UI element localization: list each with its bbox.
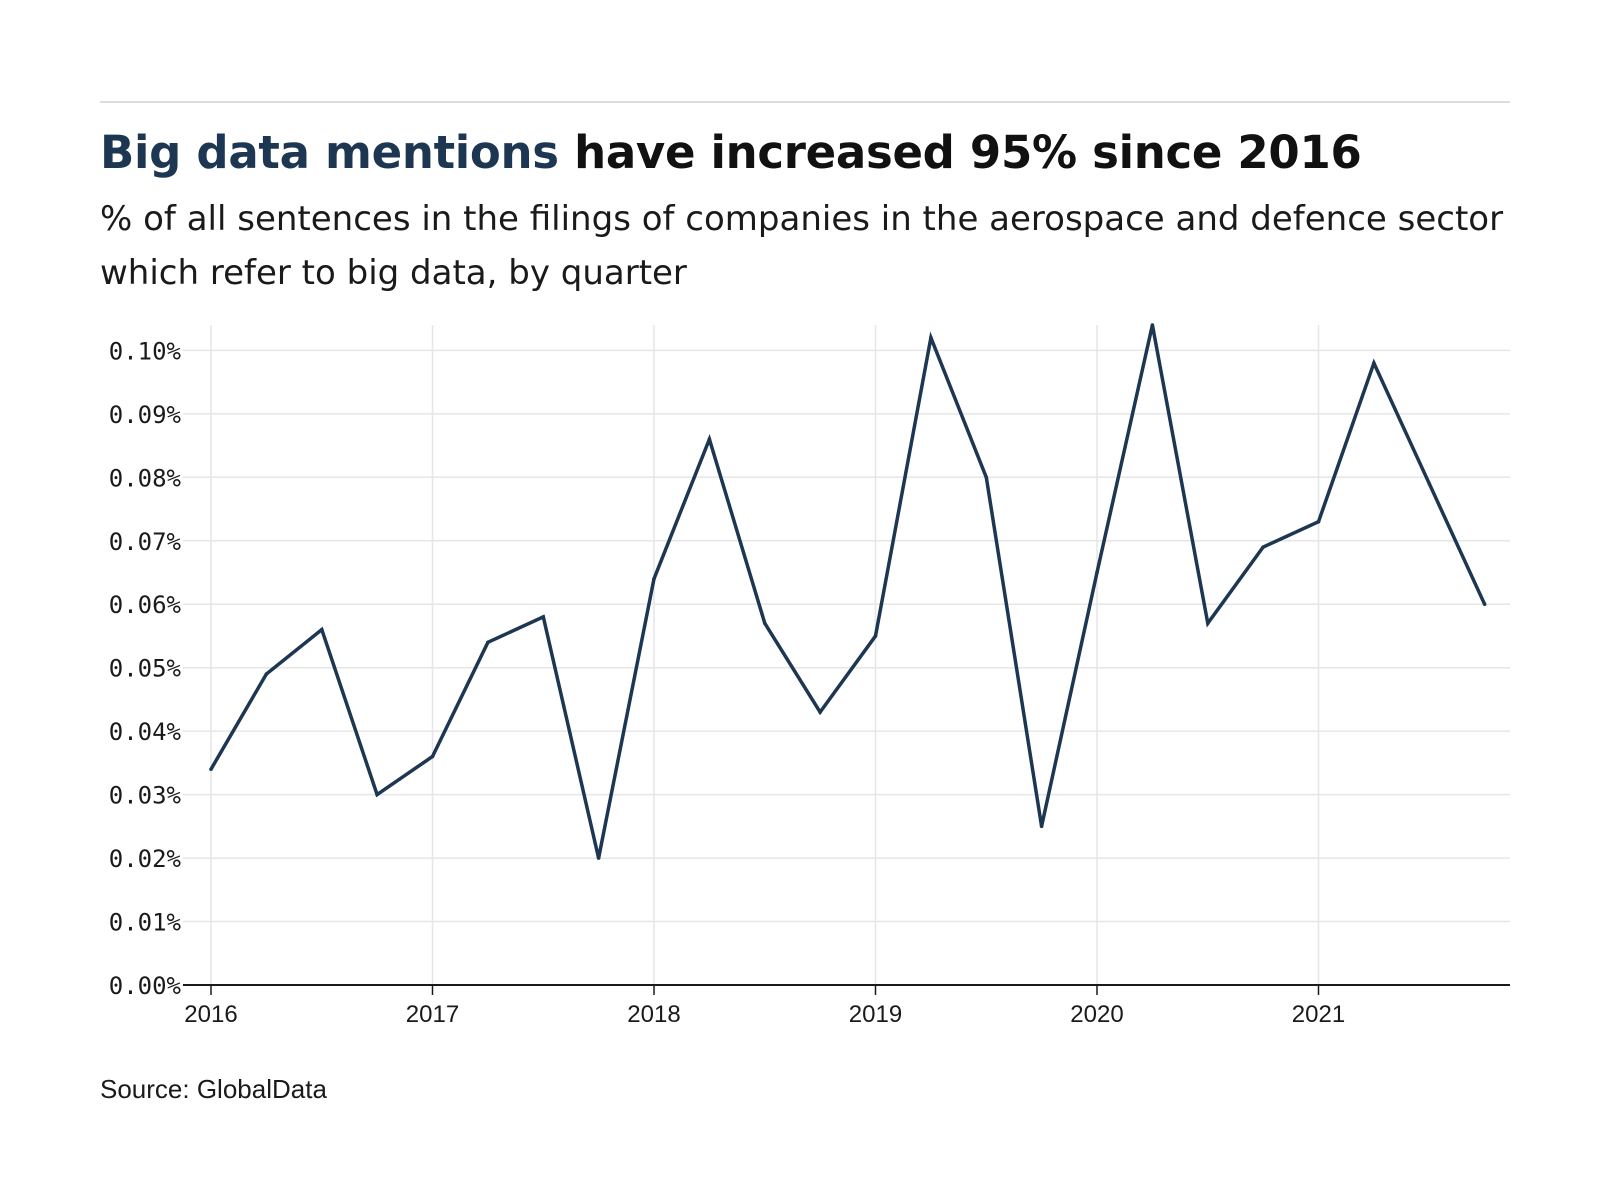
data-point (486, 640, 490, 645)
data-point (319, 627, 324, 632)
x-tick-label: 2018 (627, 1001, 680, 1028)
data-point (1427, 481, 1432, 486)
y-tick-label: 0.01% (109, 909, 182, 937)
data-point (1482, 602, 1487, 607)
series-line (209, 324, 1487, 859)
data-point (873, 634, 878, 638)
data-point (1316, 519, 1321, 524)
x-tick-label: 2020 (1070, 1001, 1123, 1028)
data-point (1150, 323, 1155, 327)
source-note: Source: GlobalData (100, 1074, 327, 1104)
y-tick-label: 0.07% (109, 528, 182, 556)
data-point (818, 710, 822, 714)
data-point (1205, 621, 1210, 626)
x-tick-label: 2016 (184, 1001, 237, 1028)
data-point (652, 577, 656, 581)
data-point (929, 335, 933, 340)
title-highlight: Big data mentions (100, 126, 559, 179)
page-title: Big data mentions have increased 95% sin… (100, 120, 1362, 186)
y-tick-label: 0.03% (109, 782, 182, 810)
data-point (264, 672, 269, 676)
y-tick-label: 0.04% (109, 718, 182, 746)
x-tick-label: 2021 (1292, 1001, 1345, 1028)
data-point (762, 621, 767, 626)
data-point (541, 615, 546, 619)
data-point (984, 475, 989, 480)
y-tick-label: 0.10% (109, 337, 182, 365)
data-point (209, 767, 213, 772)
x-tick-label: 2017 (406, 1001, 459, 1028)
data-point (375, 792, 379, 797)
data-point (707, 437, 712, 442)
data-point (1372, 361, 1376, 365)
y-tick-label: 0.09% (109, 401, 182, 429)
top-divider (100, 101, 1510, 103)
data-point (430, 754, 435, 759)
title-rest: have increased 95% since 2016 (558, 126, 1362, 179)
y-tick-label: 0.06% (109, 591, 182, 619)
data-point (1095, 570, 1099, 575)
x-tick-label: 2019 (849, 1001, 902, 1028)
y-tick-label: 0.00% (109, 972, 182, 1000)
y-tick-label: 0.05% (109, 655, 182, 683)
data-point (1039, 824, 1044, 829)
data-point (1261, 545, 1265, 549)
data-point (596, 856, 601, 860)
chart-subtitle: % of all sentences in the filings of com… (100, 199, 1504, 293)
y-tick-label: 0.08% (109, 464, 182, 492)
y-tick-label: 0.02% (109, 845, 182, 873)
